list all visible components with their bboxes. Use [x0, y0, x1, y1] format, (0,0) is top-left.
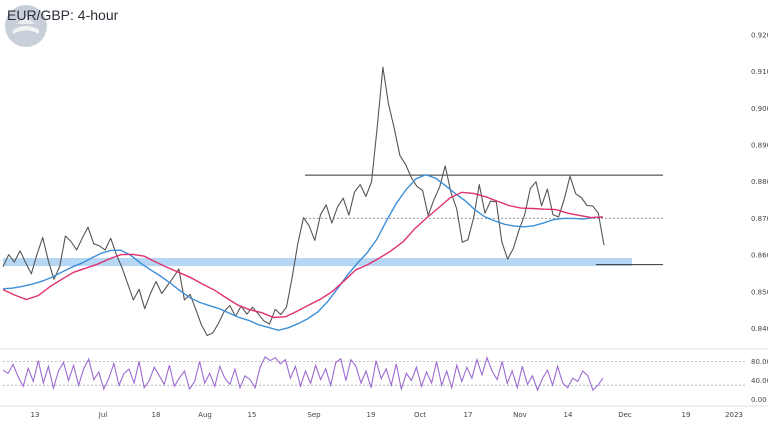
y-tick-label: 0.9200	[751, 31, 768, 39]
x-tick-label: 18	[152, 411, 161, 419]
logo-icon	[5, 5, 47, 47]
x-tick-label: 14	[564, 411, 573, 419]
x-tick-label: 17	[464, 411, 473, 419]
y-tick-label: 0.8900	[751, 141, 768, 149]
x-tick-label: Sep	[307, 411, 321, 419]
y-tick-label: 0.9000	[751, 105, 768, 113]
rsi-tick-label: 0.00	[751, 396, 767, 404]
x-tick-label: Aug	[198, 411, 212, 419]
chart-title: EUR/GBP: 4-hour	[7, 7, 119, 23]
x-tick-label: Jul	[98, 411, 108, 419]
y-tick-label: 0.8700	[751, 215, 768, 223]
x-tick-label: Nov	[513, 411, 527, 419]
x-tick-label: Oct	[414, 411, 426, 419]
x-tick-label: Dec	[618, 411, 632, 419]
y-tick-label: 0.8600	[751, 252, 768, 260]
rsi-line	[2, 355, 604, 392]
y-tick-label: 0.8500	[751, 288, 768, 296]
y-axis: 0.9200 0.9100 0.9000 0.8900 0.8800 0.8700 0.86…	[751, 31, 768, 404]
support-zone	[3, 258, 632, 267]
rsi-tick-label: 40.00	[751, 377, 768, 385]
y-tick-label: 0.8400	[751, 325, 768, 333]
x-tick-label: 19	[682, 411, 691, 419]
x-tick-label: 19	[367, 411, 376, 419]
rsi-tick-label: 80.00	[751, 358, 768, 366]
y-tick-label: 0.8800	[751, 178, 768, 186]
x-tick-label: 15	[248, 411, 257, 419]
x-tick-label: 13	[31, 411, 40, 419]
moving-average-red	[2, 191, 604, 319]
y-tick-label: 0.9100	[751, 68, 768, 76]
price-line	[2, 66, 605, 337]
x-tick-label: 2023	[725, 411, 743, 419]
moving-average-blue	[2, 173, 604, 332]
